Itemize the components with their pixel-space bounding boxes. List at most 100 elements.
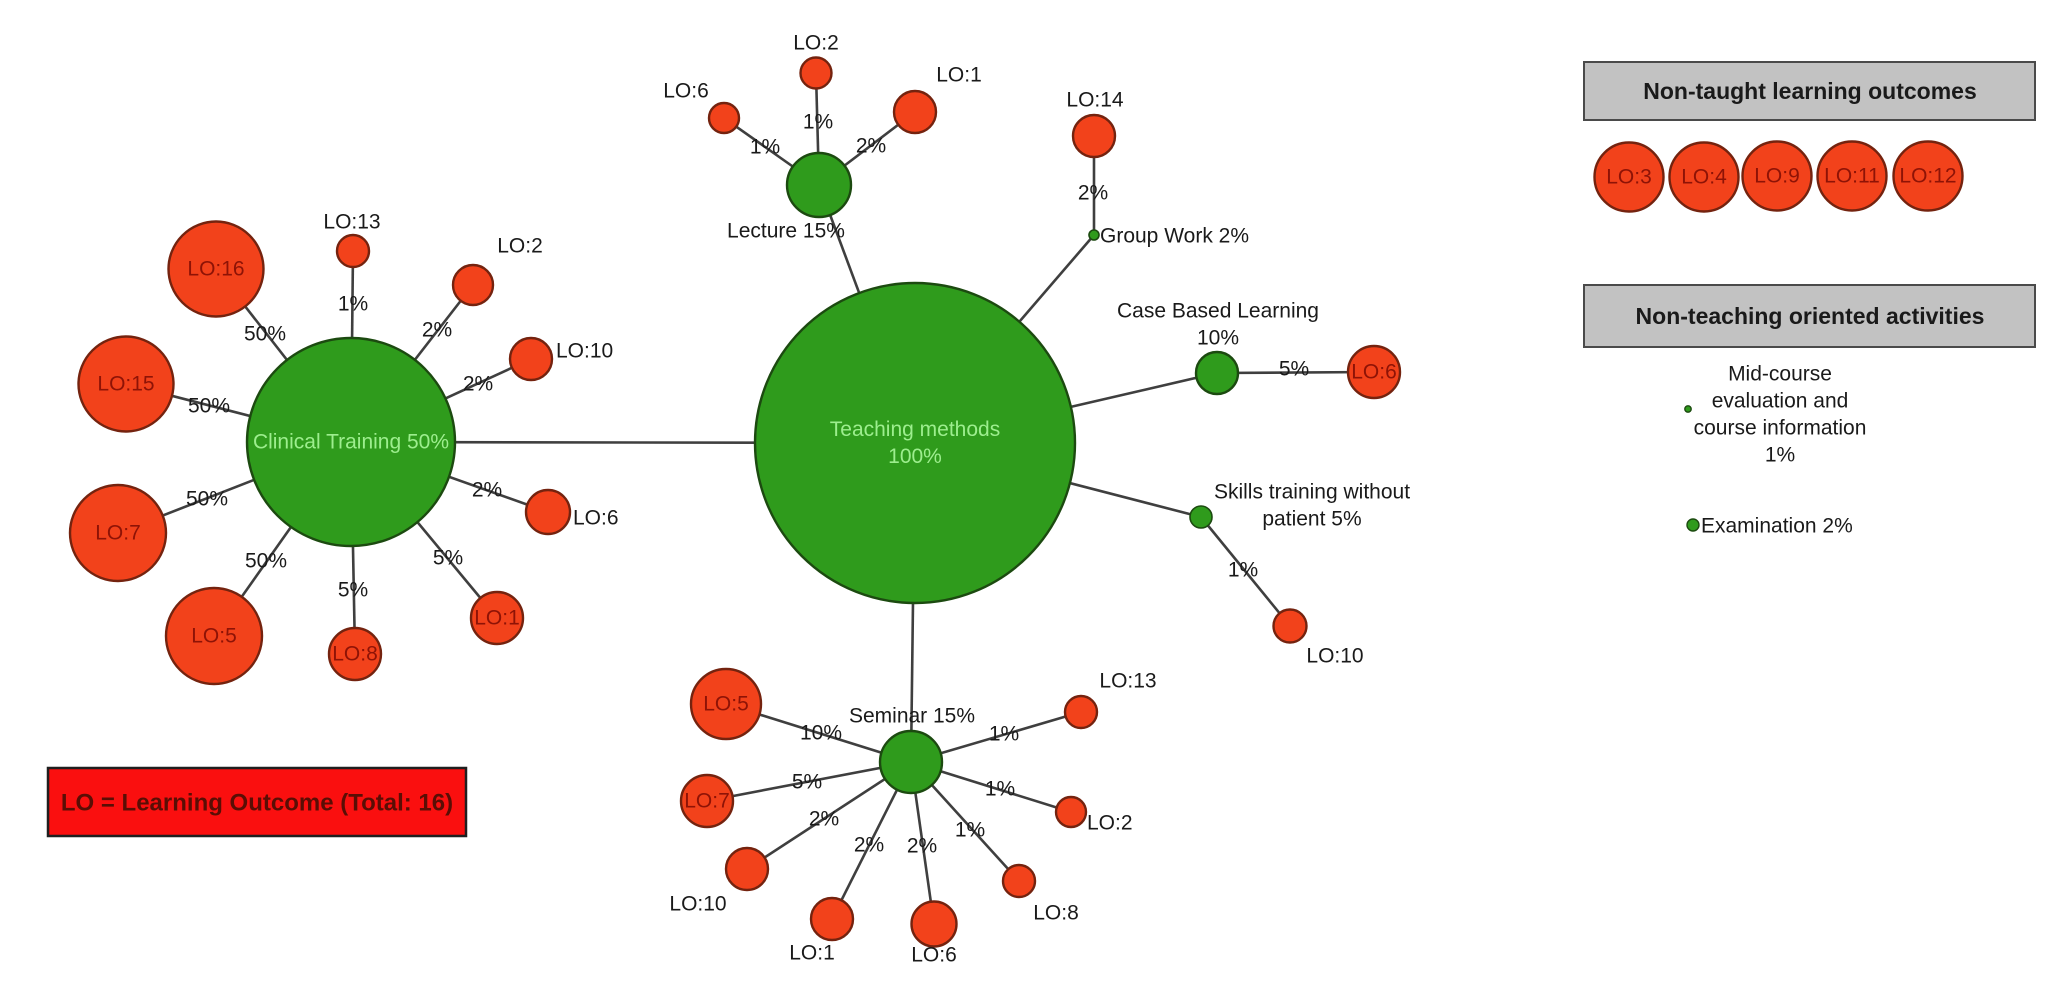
legend-layer: Non-taught learning outcomes LO:3 LO:4 LO:9… (46, 61, 2036, 838)
legend-outcome-label-lo11: LO:11 (1824, 165, 1880, 188)
edge-label-clinical-ct_lo10: 2% (463, 373, 493, 396)
node-label-cb_lo6: LO:6 (1351, 361, 1397, 384)
edge-label-seminar-se_lo10: 2% (809, 808, 839, 831)
node-label-ct_lo8: LO:8 (332, 643, 378, 666)
node-label-le_lo1: LO:1 (936, 64, 982, 87)
node-label-groupwork: Group Work 2% (1100, 225, 1249, 248)
legend-outcome-label-lo12: LO:12 (1899, 165, 1956, 188)
node-ct_lo7 (68, 483, 168, 583)
node-label-clinical: Clinical Training 50% (253, 431, 449, 454)
edge-label-clinical-ct_lo1: 5% (433, 547, 463, 570)
edge-label-clinical-ct_lo6: 2% (472, 479, 502, 502)
legend-dot-examination (1686, 518, 1700, 532)
node-label-cbl-line-1: Case Based Learning (1117, 300, 1319, 323)
node-label-se_lo8: LO:8 (1033, 902, 1079, 925)
legend-outcome-label-lo4: LO:4 (1681, 166, 1727, 189)
edge-label-lecture-le_lo6: 1% (750, 136, 780, 159)
node-label-ct_lo7: LO:7 (95, 522, 141, 545)
legend-entry-midcourse-line-4: 1% (1765, 444, 1795, 467)
node-label-seminar: Seminar 15% (849, 705, 975, 728)
edge-label-clinical-ct_lo8: 5% (338, 579, 368, 602)
node-teaching (753, 281, 1077, 605)
edge-label-clinical-ct_lo2: 2% (422, 319, 452, 342)
nodes-layer (68, 56, 1402, 948)
node-label-ct_lo13: LO:13 (323, 211, 380, 234)
node-label-cbl-line-2: 10% (1197, 327, 1239, 350)
legend-entry-examination: Examination 2% (1701, 515, 1853, 538)
node-label-skills-line-2: patient 5% (1262, 508, 1361, 531)
node-label-se_lo10: LO:10 (669, 893, 726, 916)
node-ct_lo16 (167, 220, 265, 318)
legend-outcome-lo3 (1593, 141, 1665, 213)
node-label-lecture: Lecture 15% (727, 220, 845, 243)
node-ct_lo13 (335, 233, 371, 269)
node-se_lo8 (1001, 863, 1037, 899)
node-gw_lo14 (1071, 113, 1117, 159)
node-se_lo6 (910, 900, 958, 948)
node-ct_lo10 (508, 336, 554, 382)
node-label-ct_lo10: LO:10 (556, 340, 613, 363)
legend-entry-midcourse-line-3: course information (1694, 417, 1867, 440)
node-label-teaching-line-1: Teaching methods (830, 418, 1000, 441)
note-box-label: LO = Learning Outcome (Total: 16) (61, 790, 453, 817)
node-label-se_lo6: LO:6 (911, 944, 957, 967)
node-seminar (878, 729, 944, 795)
node-ct_lo8 (327, 626, 383, 682)
node-se_lo5 (689, 667, 763, 741)
node-label-gw_lo14: LO:14 (1066, 89, 1124, 112)
edge-label-seminar-se_lo6: 2% (907, 835, 937, 858)
node-label-ct_lo6: LO:6 (573, 507, 619, 530)
edge-label-cbl-cb_lo6: 5% (1279, 358, 1309, 381)
legend-non-taught-title: Non-taught learning outcomes (1643, 78, 1977, 104)
legend-non-taught-box (1583, 61, 2036, 121)
node-label-se_lo7: LO:7 (684, 790, 730, 813)
edge-label-clinical-ct_lo13: 1% (338, 293, 368, 316)
node-label-se_lo5: LO:5 (703, 693, 749, 716)
node-label-ct_lo2: LO:2 (497, 235, 543, 258)
edge-label-seminar-se_lo7: 5% (792, 771, 822, 794)
node-le_lo1 (892, 89, 938, 135)
node-ct_lo6 (524, 488, 572, 536)
node-se_lo1 (809, 896, 855, 942)
node-label-le_lo2: LO:2 (793, 32, 839, 55)
legend-outcome-lo12 (1892, 140, 1964, 212)
edge-label-skills-sk_lo10: 1% (1228, 559, 1258, 582)
edge-label-seminar-se_lo1: 2% (854, 834, 884, 857)
edge-label-lecture-le_lo2: 1% (803, 111, 833, 134)
node-sk_lo10 (1272, 608, 1308, 644)
node-label-ct_lo1: LO:1 (474, 607, 520, 630)
edge-skills-sk_lo10 (1199, 516, 1292, 627)
legend-outcome-lo11 (1816, 140, 1888, 212)
edge-label-seminar-se_lo2: 1% (985, 778, 1015, 801)
node-cb_lo6 (1346, 344, 1402, 400)
edge-seminar-se_lo7 (706, 760, 912, 803)
node-se_lo13 (1063, 694, 1099, 730)
legend-outcome-lo4 (1668, 141, 1740, 213)
node-cbl (1194, 350, 1240, 396)
legend-entry-midcourse-line-2: evaluation and (1712, 390, 1849, 413)
legend-non-teaching-box (1583, 284, 2036, 348)
node-label-le_lo6: LO:6 (663, 80, 709, 103)
node-se_lo2 (1054, 795, 1088, 829)
node-se_lo7 (679, 773, 735, 829)
node-label-ct_lo16: LO:16 (187, 258, 244, 281)
edge-label-clinical-ct_lo5: 50% (245, 550, 287, 573)
legend-outcome-label-lo3: LO:3 (1606, 166, 1652, 189)
node-le_lo2 (799, 56, 833, 90)
node-label-teaching-line-2: 100% (888, 445, 942, 468)
labels-layer: 50%1%2%2%50%50% 2%50%5%5%1%1%2%2%5%1%10%5… (95, 32, 1410, 967)
legend-outcome-lo9 (1741, 140, 1813, 212)
node-label-se_lo13: LO:13 (1099, 670, 1156, 693)
edge-label-groupwork-gw_lo14: 2% (1078, 182, 1108, 205)
edge-label-lecture-le_lo1: 2% (856, 135, 886, 158)
edge-label-seminar-se_lo8: 1% (955, 819, 985, 842)
edge-label-seminar-se_lo13: 1% (989, 723, 1019, 746)
node-le_lo6 (707, 101, 741, 135)
legend-entry-midcourse-line-1: Mid-course (1728, 363, 1832, 386)
node-groupwork (1088, 229, 1100, 241)
node-label-se_lo2: LO:2 (1087, 812, 1133, 835)
legend-non-teaching-title: Non-teaching oriented activities (1636, 303, 1985, 329)
node-label-ct_lo15: LO:15 (97, 373, 154, 396)
node-se_lo10 (724, 846, 770, 892)
